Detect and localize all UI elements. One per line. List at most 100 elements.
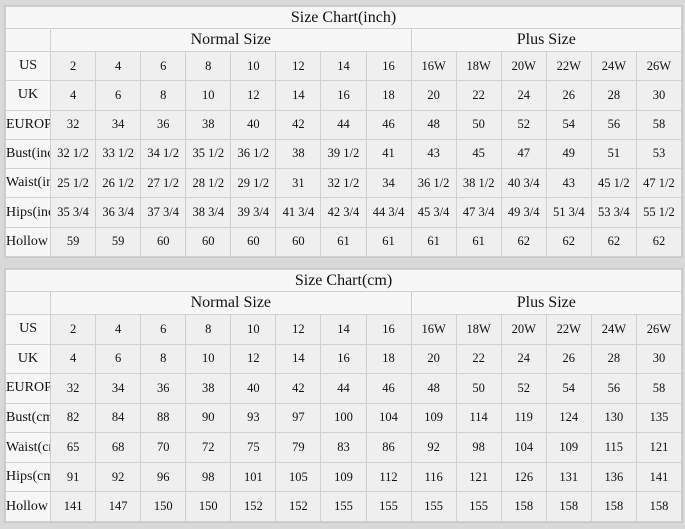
size-cell: 59 xyxy=(50,226,97,258)
size-cell: 47 xyxy=(500,138,547,170)
size-cell: 121 xyxy=(455,461,502,493)
size-cell: 75 xyxy=(230,432,277,463)
size-cell: 37 3/4 xyxy=(140,197,187,228)
size-cell: 18W xyxy=(455,314,502,345)
size-cell: 41 xyxy=(365,138,412,170)
size-cell: 126 xyxy=(500,461,547,493)
size-cell: 121 xyxy=(635,432,683,463)
size-cell: 52 xyxy=(500,109,547,140)
size-cell: 28 xyxy=(590,80,637,111)
size-cell: 49 3/4 xyxy=(500,197,547,228)
size-cell: 4 xyxy=(50,80,97,111)
size-cell: 10 xyxy=(230,50,277,82)
row-label: Waist(cm) xyxy=(4,432,52,463)
normal-size-header: Normal Size xyxy=(50,291,412,315)
plus-size-header: Plus Size xyxy=(410,28,683,52)
table-row: UK 4 6 8 10 12 14 16 18 20 22 24 26 28 30 xyxy=(4,80,683,111)
size-cell: 124 xyxy=(545,402,592,434)
size-cell: 26W xyxy=(635,314,683,345)
size-cell: 150 xyxy=(185,491,232,522)
size-cell: 16W xyxy=(410,314,457,345)
table-row: Bust(cm)82848890939710010410911411912413… xyxy=(4,402,683,434)
size-table: Size Chart(inch) Normal Size Plus Size US 2 4… xyxy=(4,6,683,258)
table-row: UK 4 6 8 10 12 14 16 18 20 22 24 26 28 30 xyxy=(4,343,683,375)
size-cell: 4 xyxy=(95,50,142,82)
size-cell: 155 xyxy=(320,491,367,522)
size-cell: 42 3/4 xyxy=(320,197,367,228)
size-cell: 10 xyxy=(230,314,277,345)
size-cell: 33 1/2 xyxy=(95,138,142,170)
size-cell: 20 xyxy=(410,343,457,375)
size-cell: 20 xyxy=(410,80,457,111)
size-cell: 158 xyxy=(590,491,637,522)
size-cell: 93 xyxy=(230,402,277,434)
size-cell: 90 xyxy=(185,402,232,434)
size-cell: 38 xyxy=(185,109,232,140)
size-cell: 46 xyxy=(365,373,412,404)
size-cell: 86 xyxy=(365,432,412,463)
size-cell: 98 xyxy=(455,432,502,463)
size-cell: 24 xyxy=(500,343,547,375)
size-cell: 14 xyxy=(275,343,322,375)
size-cell: 92 xyxy=(95,461,142,493)
size-cell: 135 xyxy=(635,402,683,434)
size-cell: 6 xyxy=(140,314,187,345)
size-cell: 43 xyxy=(410,138,457,170)
size-cell: 22W xyxy=(545,314,592,345)
size-cell: 52 xyxy=(500,373,547,404)
size-cell: 100 xyxy=(320,402,367,434)
size-cell: 38 3/4 xyxy=(185,197,232,228)
size-cell: 62 xyxy=(500,226,547,258)
size-cell: 92 xyxy=(410,432,457,463)
size-cell: 48 xyxy=(410,109,457,140)
size-cell: 44 3/4 xyxy=(365,197,412,228)
size-cell: 14 xyxy=(320,314,367,345)
size-cell: 22 xyxy=(455,343,502,375)
size-cell: 26 xyxy=(545,343,592,375)
size-cell: 34 xyxy=(365,168,412,199)
size-cell: 36 1/2 xyxy=(410,168,457,199)
size-cell: 10 xyxy=(185,80,232,111)
size-cell: 91 xyxy=(50,461,97,493)
size-cell: 131 xyxy=(545,461,592,493)
size-cell: 35 1/2 xyxy=(185,138,232,170)
size-cell: 96 xyxy=(140,461,187,493)
size-cell: 68 xyxy=(95,432,142,463)
size-cell: 2 xyxy=(50,314,97,345)
row-label: Waist(inch) xyxy=(4,168,52,199)
size-cell: 24W xyxy=(590,314,637,345)
size-cell: 152 xyxy=(275,491,322,522)
size-cell: 53 3/4 xyxy=(590,197,637,228)
size-cell: 56 xyxy=(590,109,637,140)
size-cell: 22W xyxy=(545,50,592,82)
table-row: Hips(inch)35 3/436 3/437 3/438 3/439 3/4… xyxy=(4,197,683,228)
size-cell: 34 1/2 xyxy=(140,138,187,170)
size-cell: 4 xyxy=(95,314,142,345)
size-cell: 60 xyxy=(230,226,277,258)
size-cell: 55 1/2 xyxy=(635,197,683,228)
size-cell: 83 xyxy=(320,432,367,463)
table-row: Waist(cm)6568707275798386929810410911512… xyxy=(4,432,683,463)
size-cell: 35 3/4 xyxy=(50,197,97,228)
size-cell: 24 xyxy=(500,80,547,111)
size-cell: 36 xyxy=(140,109,187,140)
row-label: Hollow to Floor(cm) xyxy=(4,491,52,522)
size-cell: 47 1/2 xyxy=(635,168,683,199)
size-cell: 88 xyxy=(140,402,187,434)
size-cell: 104 xyxy=(500,432,547,463)
size-cell: 51 3/4 xyxy=(545,197,592,228)
size-cell: 6 xyxy=(95,80,142,111)
size-cell: 12 xyxy=(230,343,277,375)
size-cell: 28 xyxy=(590,343,637,375)
size-cell: 46 xyxy=(365,109,412,140)
size-cell: 36 1/2 xyxy=(230,138,277,170)
size-cell: 62 xyxy=(590,226,637,258)
size-cell: 65 xyxy=(50,432,97,463)
size-cell: 18W xyxy=(455,50,502,82)
size-cell: 22 xyxy=(455,80,502,111)
normal-size-header: Normal Size xyxy=(50,28,412,52)
size-cell: 32 xyxy=(50,373,97,404)
size-cell: 136 xyxy=(590,461,637,493)
size-cell: 141 xyxy=(635,461,683,493)
size-cell: 26W xyxy=(635,50,683,82)
